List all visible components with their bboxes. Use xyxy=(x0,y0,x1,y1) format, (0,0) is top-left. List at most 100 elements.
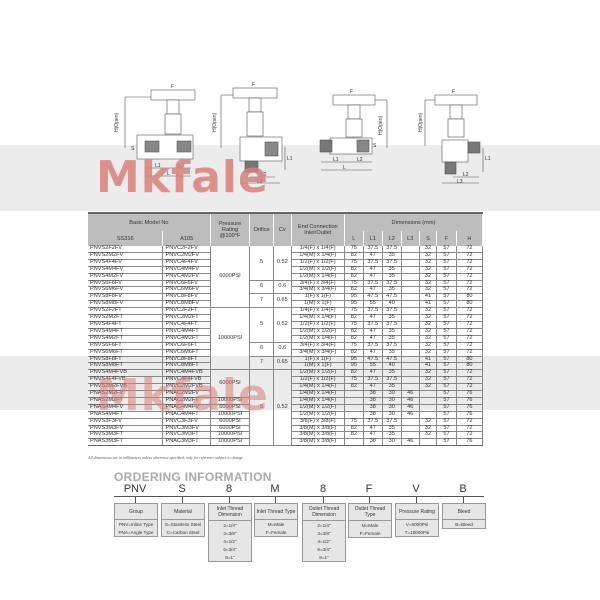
svg-text:F: F xyxy=(350,89,353,95)
dimension-value: 37.5 xyxy=(363,307,383,316)
dimension-value: 47.5 xyxy=(382,356,402,364)
end-connection: 1/4(M) x 1/4(F) xyxy=(291,397,345,405)
dimension-value: 32 xyxy=(419,280,438,288)
orifice: 5 xyxy=(249,369,274,447)
dimension-value: 32 xyxy=(419,383,438,392)
ordering-title: ORDERING INFORMATION xyxy=(114,470,272,484)
a105-model: PNVC8F8FT xyxy=(162,356,211,364)
end-connection: 3/4(F) x 3/4(F) xyxy=(291,280,345,288)
dimension-value xyxy=(401,369,420,378)
dimension-value: 72 xyxy=(456,245,484,253)
table-row: PNVS4F4FV PNVC4F4FV 1/2(F) x 1/2(F) 75 37.5 3… xyxy=(88,259,484,267)
dimension-value: 47 xyxy=(363,273,383,281)
dimension-value: 41 xyxy=(419,362,438,371)
dimension-value: 41 xyxy=(419,300,438,309)
dimension-value: 57 xyxy=(436,321,457,329)
end-connection: 3/8(M) x 3/8(F) xyxy=(291,432,345,440)
connector-tick xyxy=(416,497,417,503)
svg-text:L: L xyxy=(343,165,346,171)
dimension-header: S xyxy=(419,231,438,246)
table-row: PNVS4M4FT PNVC4M4FT 1/2(M) x 1/2(F) 82 47 35 3… xyxy=(88,328,484,336)
end-connection: 1(M) x 1(F) xyxy=(291,362,345,371)
ss316-model: PNVS4M2FV xyxy=(88,273,164,281)
ss316-model: PNVS2F2FV xyxy=(88,245,164,253)
svg-text:H(Open): H(Open) xyxy=(378,115,384,135)
dimension-value: 80 xyxy=(456,300,484,309)
ss316-model: PNAS2M2FT xyxy=(88,397,164,405)
dimension-value xyxy=(401,356,420,364)
ordering-box: Outlet Thread Type M=Male F=Female xyxy=(348,503,392,538)
a105-model: PNVC4F4FV xyxy=(162,259,211,267)
ss316-model: PNVS4M4FVB xyxy=(88,369,164,378)
ordering-option: F=Female xyxy=(265,529,287,535)
dimension-value xyxy=(401,362,420,371)
cv-header: Cv xyxy=(273,212,292,246)
dimension-value: 41 xyxy=(419,356,438,364)
dimension-value: 30 xyxy=(382,390,402,398)
end-connection: 1(M) x 1(F) xyxy=(291,300,345,309)
dimension-value: 37.5 xyxy=(382,418,402,426)
dimension-value: 57 xyxy=(436,259,457,267)
dimension-value xyxy=(419,438,438,447)
dimension-value: 47 xyxy=(363,383,383,392)
a105-model: PNVC4M4FVB xyxy=(162,369,211,378)
dimension-value: 32 xyxy=(419,335,438,343)
dimension-value: 57 xyxy=(436,252,457,260)
dimension-value: 32 xyxy=(419,418,438,426)
inline-valve-diagram-1: F H(Open) S L1 L2 L xyxy=(114,84,196,177)
dimension-header: L3 xyxy=(401,231,420,246)
cv: 0.6 xyxy=(273,342,292,357)
connector-tick xyxy=(275,497,276,503)
dimension-value: 72 xyxy=(456,280,484,288)
dimension-value: 32 xyxy=(419,314,438,322)
dimension-value: 72 xyxy=(456,307,484,316)
end-connection: 1/2(M) x 1/2(F) xyxy=(291,404,345,412)
a105-model: PNVC4M4FV xyxy=(162,266,211,274)
table-row: PNVS2M2FT PNVC2M2FT 1/4(M) x 1/4(F) 82 47 35 3… xyxy=(88,314,484,322)
ss316-model: PNVS6F6FV xyxy=(88,280,164,288)
table-row: PNVS2M2FVB PNVC2M2FVB 1/4(M) x 1/4(F) 82 47 3… xyxy=(88,383,484,392)
a105-model: PNVC6M6FV xyxy=(162,287,211,295)
dimension-header: L1 xyxy=(363,231,383,246)
dimension-value: 75 xyxy=(344,245,364,253)
ordering-option: 6=3/4" xyxy=(317,546,331,552)
inline-valve-diagram-2: F H(Open) S L1 L2 L xyxy=(319,89,388,171)
dimension-value: 75 xyxy=(344,280,364,288)
svg-text:L1: L1 xyxy=(287,156,293,162)
ordering-option: M=Male xyxy=(361,522,379,528)
dimension-value: 37.5 xyxy=(363,342,383,350)
pressure-rating: 6000PSI xyxy=(210,369,251,398)
dimension-value: 46 xyxy=(401,397,420,405)
dimension-value: 82 xyxy=(344,383,364,392)
dimension-value: 57 xyxy=(436,287,457,295)
end-connection: 1/2(M) x 1/2(F) xyxy=(291,411,345,419)
dimension-value xyxy=(401,266,420,274)
ss316-model: PNVS6F6FT xyxy=(88,342,164,350)
a105-model: PNAC3M3FT xyxy=(162,438,211,447)
ordering-box-header: Group xyxy=(115,504,157,520)
dimension-value: 82 xyxy=(344,266,364,274)
pressure-rating: 10000PSI xyxy=(210,438,251,447)
svg-text:L1: L1 xyxy=(333,157,339,163)
a105-model: PNVC8M8FV xyxy=(162,300,211,309)
ordering-option: PNV=Inline Type xyxy=(118,521,154,527)
ss316-model: PNVS3M3FV xyxy=(88,425,164,433)
dimension-value xyxy=(401,300,420,309)
dimension-value: 76 xyxy=(456,404,484,412)
svg-text:F: F xyxy=(452,89,455,95)
dimension-value: 57 xyxy=(436,362,457,371)
dimension-value: 35 xyxy=(382,349,402,357)
dimension-value: 37.5 xyxy=(382,342,402,350)
ordering-option: V=6000Psi xyxy=(405,521,429,527)
connector-tick xyxy=(182,497,183,503)
table-row: PNVS8F8FV PNVC8F8FV 7 0.65 1(F) x 1(F) 95 47.5… xyxy=(88,293,484,309)
orifice: 6 xyxy=(249,342,274,357)
dimension-value: 57 xyxy=(436,335,457,343)
dimension-value: 30 xyxy=(382,397,402,405)
ss316-model: PNVS4M4FT xyxy=(88,328,164,336)
dimension-value: 37.5 xyxy=(363,280,383,288)
table-row: PNVS6F6FT PNVC6F6FT 6 0.6 3/4(F) x 3/4(F) 75 3… xyxy=(88,342,484,357)
a105-model: PNVC4M2FV xyxy=(162,273,211,281)
svg-text:F: F xyxy=(171,84,174,90)
ordering-code: PNV xyxy=(123,483,147,495)
